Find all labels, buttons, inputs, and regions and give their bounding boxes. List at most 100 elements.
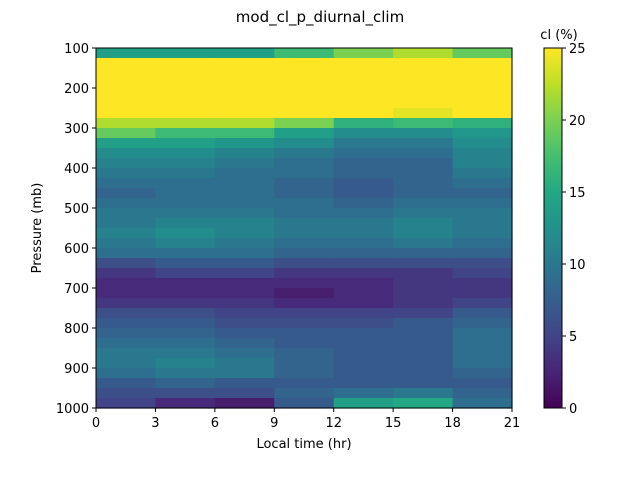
heatmap-cell bbox=[274, 348, 335, 359]
y-tick-label: 600 bbox=[64, 242, 89, 257]
heatmap-cell bbox=[155, 88, 216, 99]
heatmap-cell bbox=[214, 348, 275, 359]
heatmap-cell bbox=[214, 398, 275, 409]
heatmap-cell bbox=[96, 198, 157, 209]
heatmap-cell bbox=[452, 98, 513, 109]
heatmap-cell bbox=[333, 388, 394, 399]
heatmap-cell bbox=[214, 248, 275, 259]
heatmap-cell bbox=[214, 378, 275, 389]
heatmap-cell bbox=[274, 108, 335, 119]
heatmap-cell bbox=[333, 148, 394, 159]
heatmap-cell bbox=[274, 188, 335, 199]
heatmap-cell bbox=[452, 218, 513, 229]
heatmap-cell bbox=[393, 258, 454, 269]
heatmap-cell bbox=[96, 158, 157, 169]
heatmap-cell bbox=[274, 298, 335, 309]
heatmap-cell bbox=[452, 158, 513, 169]
heatmap-cell bbox=[274, 318, 335, 329]
heatmap-cell bbox=[155, 118, 216, 129]
x-tick-label: 12 bbox=[325, 416, 342, 431]
heatmap-cell bbox=[96, 338, 157, 349]
y-axis-label: Pressure (mb) bbox=[30, 183, 45, 274]
y-tick-label: 700 bbox=[64, 282, 89, 297]
heatmap-cell bbox=[393, 98, 454, 109]
heatmap-cell bbox=[393, 248, 454, 259]
heatmap-cell bbox=[452, 188, 513, 199]
heatmap-cell bbox=[214, 388, 275, 399]
heatmap-cell bbox=[96, 288, 157, 299]
heatmap-cell bbox=[393, 108, 454, 119]
heatmap-cell bbox=[452, 248, 513, 259]
heatmap-cell bbox=[452, 328, 513, 339]
heatmap-cell bbox=[452, 358, 513, 369]
heatmap-cell bbox=[393, 318, 454, 329]
heatmap-cell bbox=[274, 128, 335, 139]
heatmap-cell bbox=[452, 278, 513, 289]
x-axis-label: Local time (hr) bbox=[256, 437, 351, 452]
heatmap-cell bbox=[333, 198, 394, 209]
heatmap-cell bbox=[155, 338, 216, 349]
heatmap-cell bbox=[214, 58, 275, 69]
heatmap-cell bbox=[274, 268, 335, 279]
heatmap-cell bbox=[333, 48, 394, 59]
heatmap-cell bbox=[452, 118, 513, 129]
heatmap-cell bbox=[96, 248, 157, 259]
heatmap-cell bbox=[333, 328, 394, 339]
heatmap-cell bbox=[155, 48, 216, 59]
heatmap-cell bbox=[393, 388, 454, 399]
heatmap-cells bbox=[96, 48, 513, 409]
heatmap-cell bbox=[452, 308, 513, 319]
heatmap-cell bbox=[333, 178, 394, 189]
heatmap-cell bbox=[333, 68, 394, 79]
heatmap-cell bbox=[274, 218, 335, 229]
heatmap-cell bbox=[155, 328, 216, 339]
heatmap-cell bbox=[96, 78, 157, 89]
heatmap-cell bbox=[452, 298, 513, 309]
heatmap-cell bbox=[393, 398, 454, 409]
heatmap-cell bbox=[214, 128, 275, 139]
heatmap-cell bbox=[214, 88, 275, 99]
heatmap-cell bbox=[214, 138, 275, 149]
heatmap-cell bbox=[274, 158, 335, 169]
heatmap-cell bbox=[155, 318, 216, 329]
heatmap-cell bbox=[96, 318, 157, 329]
plot-frame bbox=[95, 47, 513, 409]
heatmap-cell bbox=[333, 88, 394, 99]
heatmap-cell bbox=[214, 218, 275, 229]
heatmap-cell bbox=[155, 78, 216, 89]
heatmap-cell bbox=[155, 168, 216, 179]
heatmap-cell bbox=[393, 238, 454, 249]
heatmap-cell bbox=[393, 358, 454, 369]
heatmap-cell bbox=[274, 398, 335, 409]
colorbar-tick-label: 0 bbox=[569, 402, 577, 417]
heatmap-cell bbox=[452, 398, 513, 409]
colorbar-tick-label: 15 bbox=[569, 186, 586, 201]
heatmap-cell bbox=[214, 318, 275, 329]
colorbar-tick-label: 20 bbox=[569, 114, 586, 129]
x-axis-ticks: 0 3 6 9 12 15 18 21 bbox=[92, 408, 520, 431]
heatmap-cell bbox=[155, 258, 216, 269]
heatmap-cell bbox=[155, 288, 216, 299]
heatmap-cell bbox=[452, 128, 513, 139]
heatmap-cell bbox=[452, 58, 513, 69]
heatmap-cell bbox=[333, 218, 394, 229]
y-tick-label: 100 bbox=[64, 42, 89, 57]
heatmap-cell bbox=[155, 388, 216, 399]
heatmap-cell bbox=[96, 88, 157, 99]
heatmap-cell bbox=[333, 208, 394, 219]
heatmap-cell bbox=[214, 208, 275, 219]
heatmap-cell bbox=[452, 238, 513, 249]
heatmap-cell bbox=[393, 148, 454, 159]
heatmap-cell bbox=[452, 68, 513, 79]
x-tick-label: 9 bbox=[270, 416, 278, 431]
heatmap-cell bbox=[155, 58, 216, 69]
heatmap-cell bbox=[155, 308, 216, 319]
heatmap-cell bbox=[96, 378, 157, 389]
heatmap-cell bbox=[96, 328, 157, 339]
heatmap-cell bbox=[155, 208, 216, 219]
heatmap-cell bbox=[155, 108, 216, 119]
x-tick-label: 3 bbox=[151, 416, 159, 431]
heatmap-cell bbox=[333, 308, 394, 319]
heatmap-cell bbox=[96, 118, 157, 129]
heatmap-cell bbox=[214, 278, 275, 289]
